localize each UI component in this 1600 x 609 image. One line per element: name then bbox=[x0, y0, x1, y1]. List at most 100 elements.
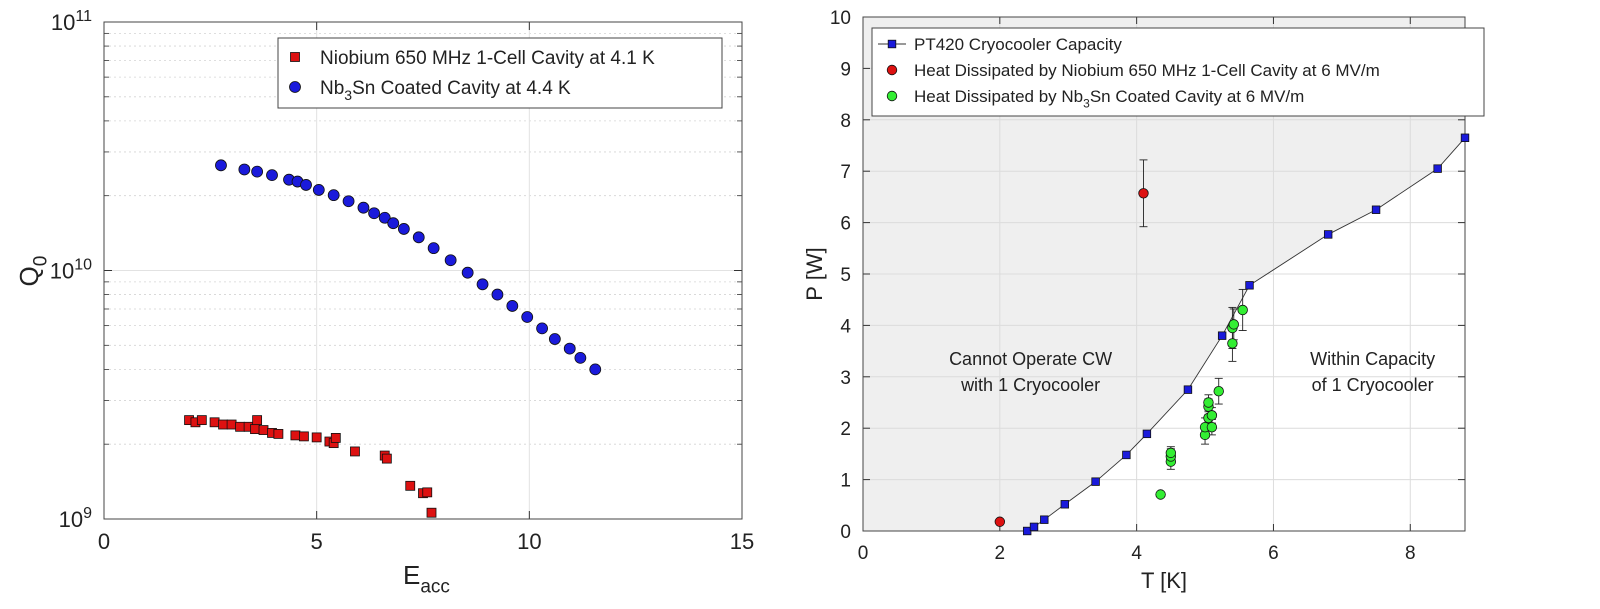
y-tick-label-part: 10 bbox=[51, 10, 75, 35]
data-point bbox=[290, 430, 301, 441]
legend-entry-part: PT420 Cryocooler Capacity bbox=[914, 35, 1122, 54]
data-point bbox=[350, 446, 360, 457]
data-point bbox=[412, 231, 425, 244]
annotation: Within Capacity of 1 Cryocooler bbox=[1310, 349, 1435, 395]
annotation-text: with 1 Cryocooler bbox=[960, 375, 1100, 395]
legend-box bbox=[871, 27, 1485, 117]
series-markers-0 bbox=[1022, 133, 1470, 536]
y-axis-label: Q0 bbox=[14, 256, 51, 287]
data-point bbox=[422, 487, 433, 498]
data-point bbox=[521, 311, 534, 323]
data-point bbox=[1165, 447, 1177, 459]
data-point bbox=[238, 163, 251, 176]
y-tick-label: 10 bbox=[830, 8, 851, 29]
data-point bbox=[311, 432, 322, 443]
data-point bbox=[1155, 489, 1166, 500]
annotation-text: of 1 Cryocooler bbox=[1312, 375, 1434, 395]
legend-entry-part: Niobium 650 MHz 1-Cell Cavity at 4.1 K bbox=[320, 48, 655, 69]
y-tick-label-part: 10 bbox=[74, 256, 92, 273]
data-point bbox=[426, 507, 437, 518]
data-point bbox=[215, 159, 227, 172]
y-tick-label: 2 bbox=[840, 419, 851, 440]
data-point bbox=[378, 211, 391, 224]
data-point bbox=[1371, 205, 1381, 214]
power-vs-temperature-chart: 0 1 2 3 4 5 6 7 8 9 10 0 2 4 6 8 Cannot Operate CW with 1… bbox=[802, 8, 1485, 593]
data-point bbox=[536, 322, 548, 335]
y-axis-label: P [W] bbox=[802, 247, 827, 300]
data-point bbox=[1183, 385, 1193, 394]
annotation: Cannot Operate CW with 1 Cryocooler bbox=[949, 349, 1112, 395]
data-point bbox=[506, 300, 519, 312]
data-point bbox=[273, 429, 284, 439]
y-tick-label: 1 bbox=[840, 471, 851, 492]
data-point bbox=[1122, 450, 1131, 460]
data-point bbox=[209, 417, 220, 428]
data-point bbox=[574, 351, 587, 364]
data-point bbox=[218, 419, 228, 430]
data-point bbox=[266, 169, 278, 182]
data-point bbox=[994, 516, 1006, 527]
y-tick-label: 7 bbox=[840, 162, 851, 183]
series-1 bbox=[215, 159, 602, 376]
data-point bbox=[300, 179, 312, 191]
data-point bbox=[1206, 410, 1218, 421]
x-axis-label: T [K] bbox=[1141, 568, 1187, 593]
data-point bbox=[397, 223, 410, 235]
plot-frame bbox=[103, 21, 743, 520]
data-point bbox=[589, 363, 602, 376]
legend-entry-part: Heat Dissipated by Nb bbox=[914, 87, 1083, 106]
legend: PT420 Cryocooler Capacity Heat Dissipated… bbox=[871, 27, 1485, 117]
data-point bbox=[1060, 500, 1070, 509]
data-point bbox=[405, 480, 416, 491]
data-point bbox=[330, 433, 341, 443]
legend-marker bbox=[886, 90, 898, 102]
y-tick-label: 109 bbox=[59, 505, 92, 532]
x-axis-label-part: acc bbox=[420, 576, 450, 597]
data-point bbox=[258, 425, 269, 435]
data-point bbox=[563, 342, 576, 355]
series-0 bbox=[184, 415, 437, 518]
x-tick-label: 0 bbox=[858, 543, 869, 564]
legend-entry: Heat Dissipated by Nb3Sn Coated Cavity a… bbox=[914, 87, 1304, 110]
x-tick-label: 6 bbox=[1268, 543, 1279, 564]
data-point bbox=[1245, 281, 1254, 290]
data-point bbox=[444, 254, 457, 267]
data-point bbox=[1433, 164, 1442, 173]
data-point bbox=[1227, 338, 1238, 349]
data-point bbox=[1138, 188, 1149, 199]
data-point bbox=[368, 207, 380, 220]
x-tick-label: 0 bbox=[98, 529, 110, 554]
data-point bbox=[476, 278, 489, 291]
legend-entry-part: 3 bbox=[344, 87, 352, 103]
y-tick-label: 6 bbox=[840, 214, 851, 235]
data-point bbox=[1237, 304, 1248, 316]
x-axis-label-part: E bbox=[403, 560, 420, 590]
y-tick-label: 0 bbox=[840, 522, 851, 543]
x-tick-label: 4 bbox=[1131, 543, 1142, 564]
y-axis-label-part: Q bbox=[14, 266, 44, 286]
annotation-text: Cannot Operate CW bbox=[949, 349, 1112, 369]
data-point bbox=[1091, 477, 1100, 486]
legend-entry: Heat Dissipated by Niobium 650 MHz 1-Cel… bbox=[914, 61, 1380, 80]
data-point bbox=[226, 419, 237, 430]
legend-entry: Niobium 650 MHz 1-Cell Cavity at 4.1 K bbox=[320, 48, 655, 69]
data-point bbox=[196, 415, 207, 426]
y-tick-label: 9 bbox=[840, 59, 851, 80]
data-point bbox=[357, 201, 370, 214]
y-tick-label-part: 10 bbox=[50, 259, 74, 284]
y-tick-label-part: 10 bbox=[59, 507, 83, 532]
data-point bbox=[342, 195, 355, 208]
legend-entry-part: 3 bbox=[1083, 96, 1090, 110]
legend-entry-part: Heat Dissipated by Niobium 650 MHz 1-Cel… bbox=[914, 61, 1380, 80]
y-tick-label: 1011 bbox=[51, 8, 92, 35]
y-tick-label: 5 bbox=[840, 265, 851, 286]
data-point bbox=[1040, 515, 1049, 524]
data-point bbox=[251, 165, 264, 178]
data-point bbox=[1206, 421, 1218, 433]
data-point bbox=[381, 453, 392, 464]
data-point bbox=[548, 333, 561, 345]
y-tick-label: 8 bbox=[840, 111, 851, 132]
legend: Niobium 650 MHz 1-Cell Cavity at 4.1 K Nb… bbox=[277, 37, 723, 109]
